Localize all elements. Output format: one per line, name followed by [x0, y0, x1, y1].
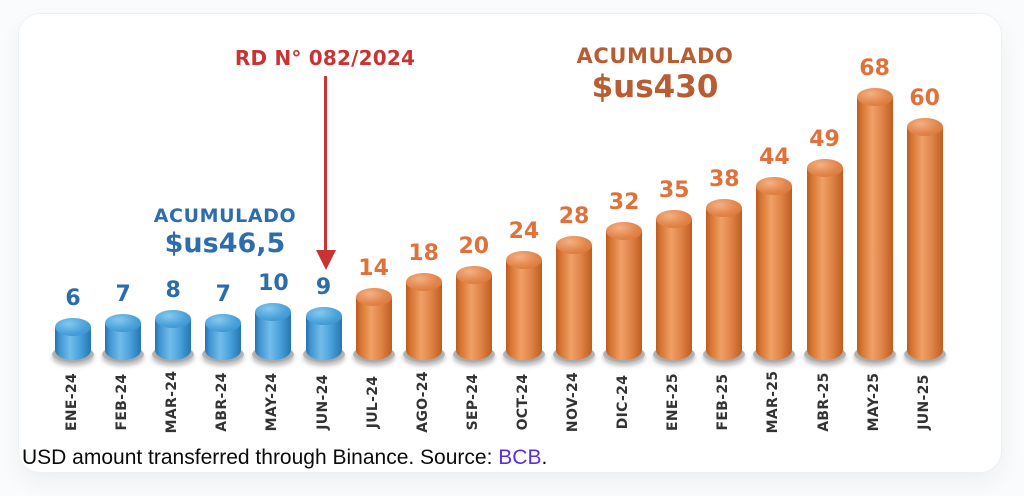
- bar-month-label: MAR-25: [765, 370, 782, 434]
- cylinder-top: [305, 307, 342, 325]
- bar-value-label: 14: [358, 256, 389, 281]
- bar-value-label: 8: [165, 278, 181, 303]
- cylinder-top: [205, 314, 242, 332]
- bar-month-label: JUN-25: [915, 374, 932, 430]
- bar-value-label: 35: [658, 178, 690, 203]
- bar-value-label: 32: [608, 190, 640, 215]
- bar-value-label: 18: [408, 241, 439, 266]
- bar-value-label: 9: [315, 275, 332, 300]
- bar-value-label: 44: [759, 145, 790, 170]
- bar-month-label: ENE-24: [64, 373, 80, 431]
- cylinder-body: [355, 297, 392, 360]
- bar-month-label: ABR-25: [815, 372, 832, 432]
- bar-value-label: 7: [215, 282, 231, 307]
- bar-value-label: 49: [809, 127, 840, 152]
- caption-text: USD amount transferred through Binance. …: [22, 446, 499, 469]
- source-link[interactable]: BCB: [498, 446, 542, 469]
- bar-value-label: 7: [115, 282, 131, 307]
- bar-month-label: SEP-24: [464, 373, 481, 431]
- accumulated-orange-label: ACUMULADO: [576, 44, 734, 68]
- cylinder-top: [155, 310, 192, 328]
- bar-month-label: AGO-24: [414, 371, 431, 433]
- bar-value-label: 20: [458, 234, 490, 259]
- cylinder-top: [756, 177, 793, 195]
- cylinder-body: [455, 275, 492, 360]
- cylinder-top: [806, 159, 843, 177]
- cylinder-top: [505, 251, 542, 269]
- bar-month-label: NOV-24: [565, 371, 581, 433]
- cylinder-top: [105, 314, 142, 332]
- decree-annotation: RD N° 082/2024: [234, 46, 416, 70]
- bar-month-label: ABR-24: [214, 372, 231, 432]
- bar-value-label: 68: [859, 56, 890, 81]
- bar-month-label: ENE-25: [665, 373, 682, 431]
- cylinder-top: [355, 288, 392, 306]
- cylinder-body: [706, 208, 743, 360]
- cylinder-top: [405, 273, 442, 291]
- cylinder-top: [455, 266, 492, 284]
- bar-value-label: 10: [258, 271, 289, 296]
- caption: USD amount transferred through Binance. …: [22, 446, 547, 470]
- cylinder-body: [856, 97, 893, 360]
- cylinder-top: [606, 222, 643, 240]
- cylinder-top: [906, 118, 943, 136]
- bar-month-label: JUN-24: [314, 374, 331, 430]
- bar-month-label: DIC-24: [615, 374, 632, 430]
- cylinder-top: [255, 303, 292, 321]
- cylinder-top: [656, 210, 693, 228]
- cylinder-top: [856, 88, 893, 106]
- bar-month-label: MAY-24: [264, 372, 281, 432]
- bar-month-label: FEB-25: [715, 373, 732, 431]
- bar-value-label: 6: [65, 286, 81, 311]
- cylinder-body: [806, 168, 843, 360]
- bar-month-label: MAR-24: [164, 370, 181, 434]
- bar-month-label: OCT-24: [514, 373, 531, 431]
- cylinder-body: [556, 245, 592, 360]
- accumulated-orange-annotation: ACUMULADO $us430: [555, 44, 755, 105]
- cylinder-body: [906, 127, 943, 360]
- cylinder-body: [505, 260, 542, 360]
- cylinder-body: [756, 186, 793, 360]
- cylinder-top: [556, 236, 592, 254]
- cylinder-body: [656, 219, 693, 360]
- cylinder-top: [55, 318, 91, 336]
- accumulated-orange-value: $us430: [591, 69, 719, 105]
- bar-value-label: 60: [909, 86, 940, 111]
- bar-month-label: MAY-25: [865, 372, 882, 432]
- accumulated-blue-value: $us46,5: [164, 228, 286, 259]
- bar-value-label: 24: [508, 219, 540, 244]
- accumulated-blue-annotation: ACUMULADO $us46,5: [125, 205, 325, 259]
- accumulated-blue-label: ACUMULADO: [153, 205, 297, 227]
- decree-arrow-line-icon: [324, 76, 327, 252]
- bar-value-label: 28: [558, 204, 590, 229]
- cylinder-body: [606, 231, 643, 360]
- decree-arrow-head-icon: [316, 250, 336, 270]
- bar-month-label: JUL-24: [364, 375, 381, 429]
- bar-month-label: FEB-24: [114, 373, 131, 431]
- cylinder-body: [405, 282, 442, 360]
- caption-suffix: .: [541, 446, 548, 469]
- bar-value-label: 38: [708, 167, 740, 192]
- cylinder-top: [706, 199, 743, 217]
